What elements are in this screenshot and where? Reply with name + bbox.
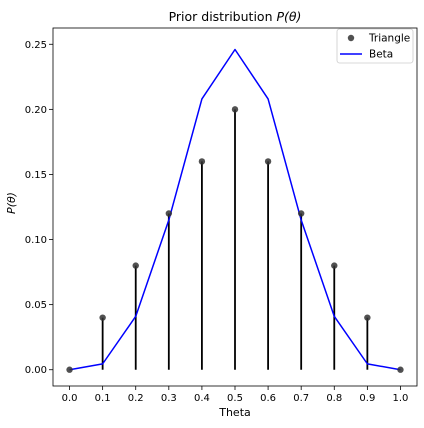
stem-lines xyxy=(101,109,369,370)
x-tick-label: 0.6 xyxy=(260,393,276,404)
x-tick-label: 0.3 xyxy=(161,393,177,404)
x-axis-label: Theta xyxy=(218,406,251,419)
y-tick-label: 0.00 xyxy=(25,365,47,376)
legend-beta-label: Beta xyxy=(369,49,393,61)
legend-triangle-marker xyxy=(347,34,355,42)
triangle-point xyxy=(231,106,239,113)
x-tick-label: 0.2 xyxy=(128,393,144,404)
x-tick-label: 0.4 xyxy=(194,393,210,404)
y-tick-label: 0.25 xyxy=(25,40,47,51)
triangle-point xyxy=(297,210,305,217)
chart-title-text: Prior distribution xyxy=(169,9,277,24)
triangle-point xyxy=(66,366,73,373)
triangle-point xyxy=(99,314,106,321)
triangle-point xyxy=(132,262,139,269)
x-tick-label: 0.8 xyxy=(326,393,342,404)
chart-title: Prior distribution P(θ) xyxy=(169,9,302,24)
x-tick-label: 0.1 xyxy=(95,393,111,404)
y-tick-label: 0.10 xyxy=(25,235,47,246)
triangle-point xyxy=(364,314,371,321)
triangle-point xyxy=(264,158,272,165)
y-axis: 0.00 0.05 0.10 0.15 0.20 0.25 xyxy=(25,40,53,376)
x-axis: 0.0 0.1 0.2 0.3 0.4 0.5 0.6 0.7 0.8 0.9 1.0 xyxy=(62,386,409,404)
triangle-point xyxy=(198,158,206,165)
x-tick-label: 0.5 xyxy=(227,393,243,404)
legend: Triangle Beta xyxy=(336,28,414,64)
triangle-point xyxy=(331,262,338,269)
y-tick-label: 0.20 xyxy=(25,105,47,116)
legend-triangle-label: Triangle xyxy=(368,33,410,45)
x-tick-label: 0.7 xyxy=(293,393,309,404)
y-tick-label: 0.05 xyxy=(25,300,47,311)
x-tick-label: 1.0 xyxy=(393,393,409,404)
beta-line-layer xyxy=(69,48,401,371)
triangle-point xyxy=(397,366,404,373)
chart-title-math: P(θ) xyxy=(276,9,301,24)
x-tick-label: 0.0 xyxy=(62,393,78,404)
y-tick-label: 0.15 xyxy=(25,170,47,181)
y-axis-label: P(θ) xyxy=(5,192,18,214)
triangle-points xyxy=(66,106,404,373)
beta-line xyxy=(69,48,401,371)
x-tick-label: 0.9 xyxy=(359,393,375,404)
triangle-point xyxy=(165,210,173,217)
